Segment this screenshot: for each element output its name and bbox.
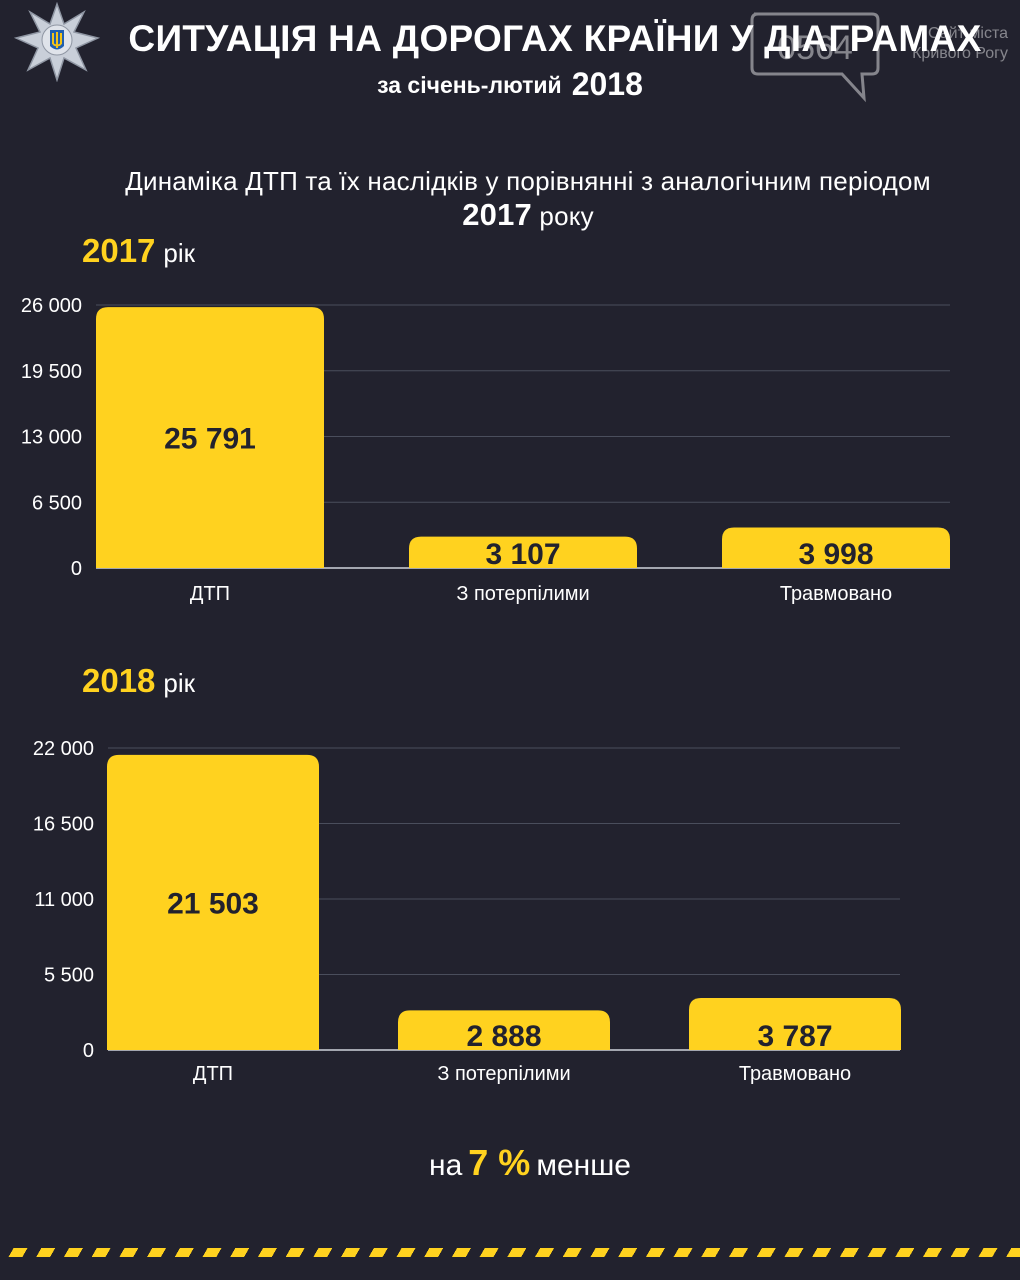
bar-value-label: 2 888 — [466, 1020, 541, 1053]
y-tick-label: 0 — [71, 558, 82, 580]
watermark-logo: 0564 — [777, 29, 853, 67]
footer-suffix: менше — [536, 1149, 631, 1182]
watermark-site-line1: Сайт міста — [928, 25, 1008, 42]
chart-2017-suffix: рік — [163, 238, 196, 268]
section-heading-suffix: року — [539, 201, 594, 231]
bar — [107, 754, 319, 1050]
y-tick-label: 11 000 — [34, 889, 94, 911]
y-tick-label: 5 500 — [44, 965, 94, 987]
y-tick-label: 0 — [83, 1040, 94, 1062]
x-category-label: ДТП — [190, 583, 230, 605]
y-tick-label: 13 000 — [21, 427, 82, 449]
bar-value-label: 3 787 — [757, 1020, 832, 1053]
x-category-label: Травмовано — [739, 1063, 851, 1085]
caution-stripe — [0, 1248, 1020, 1257]
section-heading-line1: Динаміка ДТП та їх наслідків у порівнянн… — [125, 166, 931, 196]
page-subtitle: за січень-лютий 2018 — [0, 66, 1020, 103]
subtitle-year: 2018 — [571, 66, 643, 102]
x-category-label: З потерпілими — [437, 1063, 570, 1085]
x-category-label: ДТП — [193, 1063, 233, 1085]
bar — [722, 527, 950, 568]
bar — [689, 998, 901, 1050]
section-heading-year: 2017 — [462, 197, 532, 232]
police-badge-icon — [14, 2, 100, 82]
y-tick-label: 6 500 — [32, 492, 82, 514]
footer-summary: на 7 % менше — [0, 1142, 1020, 1184]
chart-2017-year: 2017 — [82, 232, 156, 269]
subtitle-period: за січень-лютий — [377, 72, 562, 98]
bar — [409, 536, 637, 568]
chart-2018-year: 2018 — [82, 662, 156, 699]
chart-2017-label: 2017 рік — [82, 232, 195, 270]
footer-prefix: на — [429, 1149, 463, 1182]
speech-bubble-icon: 0564 — [750, 12, 880, 103]
bar-chart-2018: 0 5 500 11 000 16 500 22 000 21 503 ДТП 2 888 З … — [33, 738, 901, 1085]
bar — [96, 307, 324, 568]
y-tick-label: 19 500 — [21, 361, 82, 383]
bar-value-label: 25 791 — [164, 423, 256, 456]
bar-value-label: 3 107 — [485, 538, 560, 571]
bar-value-label: 3 998 — [798, 538, 873, 571]
bar — [398, 1010, 610, 1050]
x-category-label: З потерпілими — [456, 583, 589, 605]
chart-2018-label: 2018 рік — [82, 662, 195, 700]
y-tick-label: 26 000 — [21, 295, 82, 317]
footer-percent: 7 % — [468, 1142, 531, 1183]
page-title: СИТУАЦІЯ НА ДОРОГАХ КРАЇНИ У ДІАГРАМАХ — [128, 18, 982, 59]
chart-2018-suffix: рік — [163, 668, 196, 698]
y-tick-label: 22 000 — [33, 738, 94, 760]
bar-value-label: 21 503 — [167, 887, 259, 920]
section-heading: Динаміка ДТП та їх наслідків у порівнянн… — [0, 164, 1020, 233]
watermark-site-line2: Кривого Рогу — [912, 45, 1008, 62]
watermark-site: Сайт міста Кривого Рогу — [888, 24, 1008, 64]
bar-chart-2017: 0 6 500 13 000 19 500 26 000 25 791 ДТП 3 107 З … — [21, 295, 950, 605]
y-tick-label: 16 500 — [33, 814, 94, 836]
x-category-label: Травмовано — [780, 583, 892, 605]
